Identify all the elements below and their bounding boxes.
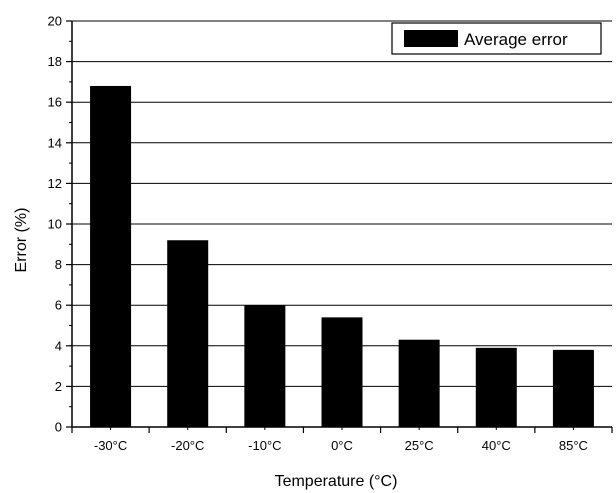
x-tick-label: 85°C [559,438,588,453]
bar [398,339,440,427]
bar [321,317,363,427]
bar [475,347,517,427]
x-tick-label: -30°C [94,438,127,453]
bars [90,85,594,428]
bar [90,85,132,428]
x-tick-label: -20°C [171,438,204,453]
y-tick-label: 6 [55,298,62,313]
x-tick-label: 40°C [482,438,511,453]
x-axis-title: Temperature (°C) [275,473,398,490]
y-tick-label: 4 [55,338,62,353]
legend-swatch [404,30,458,47]
y-tick-label: 14 [48,135,62,150]
bar [552,349,594,427]
y-tick-label: 10 [48,217,62,232]
bar [167,240,209,427]
x-tick-label: 0°C [331,438,353,453]
y-tick-label: 18 [48,54,62,69]
y-tick-label: 20 [48,14,62,29]
y-tick-label: 8 [55,257,62,272]
y-tick-label: 2 [55,379,62,394]
gridlines [72,20,612,387]
x-tick-label: 25°C [405,438,434,453]
x-tick-label: -10°C [248,438,281,453]
y-tick-label: 16 [48,95,62,110]
x-axis-ticks: -30°C -20°C -10°C 0°C 25°C 40°C 85°C [71,427,613,453]
bar [244,305,286,427]
y-tick-label: 12 [48,176,62,191]
y-tick-label: 0 [55,420,62,435]
y-axis-title: Error (%) [13,208,30,273]
y-axis-ticks: 0 2 4 6 8 10 12 14 16 18 20 [48,14,72,435]
legend-label: Average error [464,30,568,49]
legend: Average error [391,22,602,55]
